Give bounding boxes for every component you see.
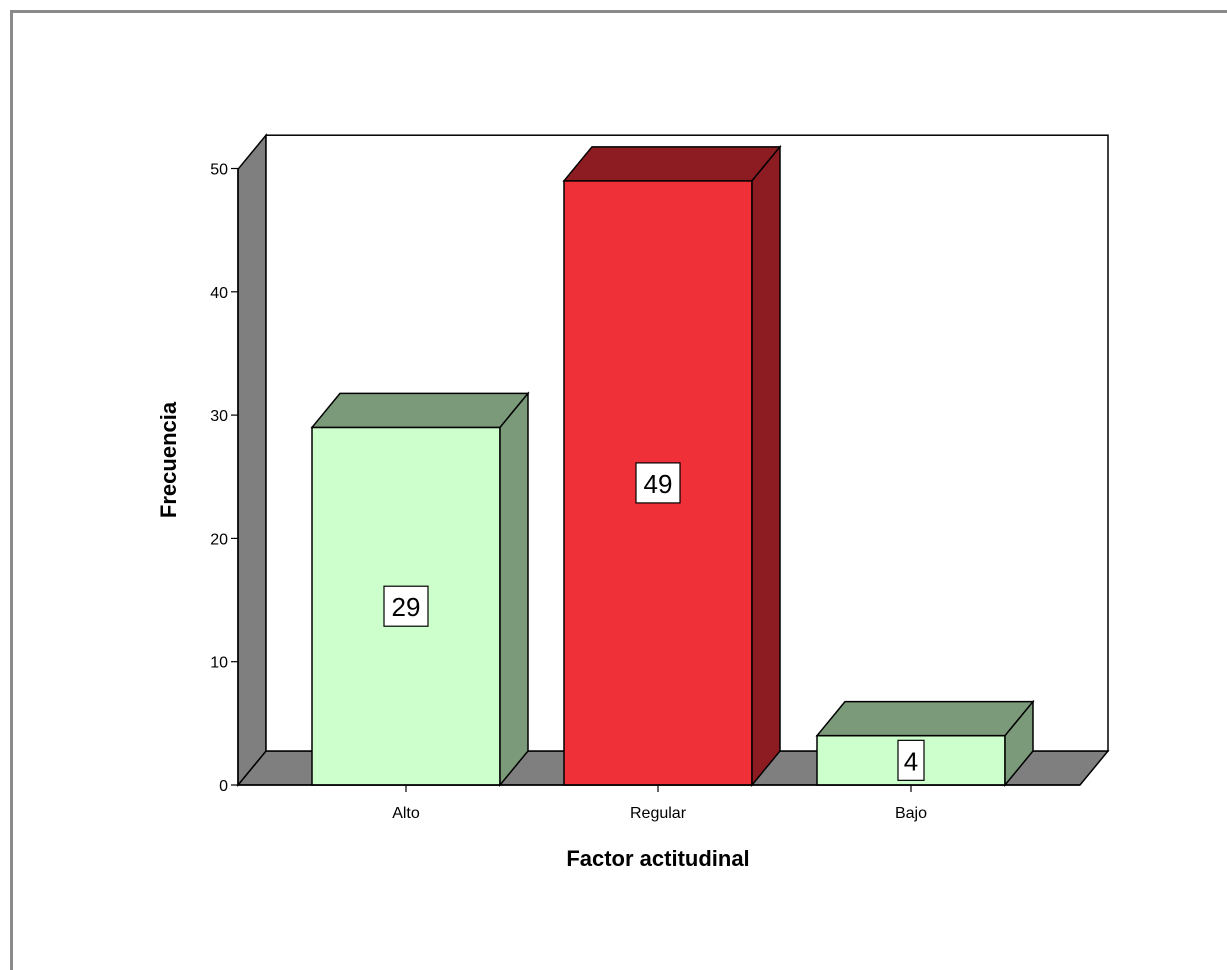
bar-bajo: 4 xyxy=(815,699,1035,788)
x-tick-label: Bajo xyxy=(895,805,927,822)
x-tick-label: Regular xyxy=(630,805,687,822)
y-tick-label: 10 xyxy=(210,655,228,672)
bar-side xyxy=(499,391,529,788)
y-tick-label: 50 xyxy=(210,162,228,179)
bar-top xyxy=(815,700,1035,737)
bar-alto: 29 xyxy=(310,391,530,788)
bar-top xyxy=(562,146,782,182)
data-label: 29 xyxy=(392,592,421,622)
y-tick-label: 40 xyxy=(210,285,228,302)
y-axis-title: Frecuencia xyxy=(156,401,181,518)
y-tick-label: 20 xyxy=(210,531,228,548)
bar-side xyxy=(1004,699,1034,788)
bar-regular: 49 xyxy=(562,144,782,788)
data-label-box xyxy=(383,585,429,627)
bar-top xyxy=(310,392,530,429)
x-tick-label: Alto xyxy=(392,805,420,822)
x-axis: Alto Regular Bajo xyxy=(238,784,1080,822)
data-label: 4 xyxy=(904,746,918,776)
chart-frame xyxy=(10,10,1227,970)
y-tick-label: 0 xyxy=(219,778,228,795)
side-wall xyxy=(237,133,267,788)
data-label-box xyxy=(897,739,925,781)
y-axis: 0 10 20 30 40 50 xyxy=(210,162,239,795)
bars: 29 49 4 xyxy=(310,144,1035,788)
y-tick-label: 30 xyxy=(210,408,228,425)
bar-side xyxy=(751,144,781,788)
data-label-box xyxy=(635,462,681,504)
data-label: 49 xyxy=(644,469,673,499)
x-axis-title: Factor actitudinal xyxy=(566,846,749,871)
